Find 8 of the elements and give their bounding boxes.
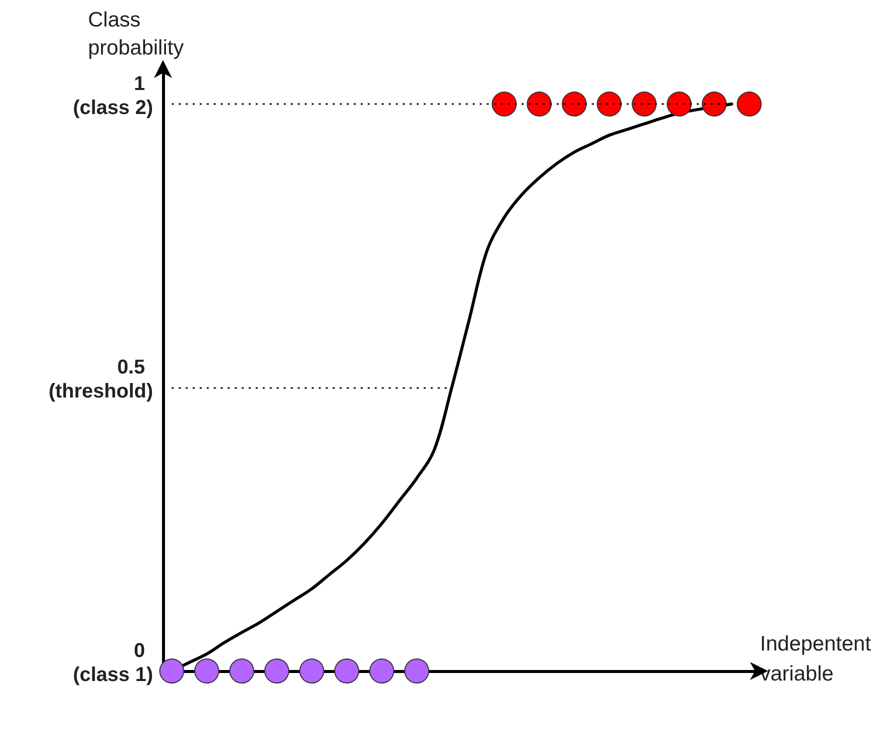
x-axis-title: Indepentent variable [760,632,877,686]
text: (class 2) [72,97,153,120]
text: (class 1) [72,664,153,686]
y-tick-label: 0.5 [117,356,145,379]
y-axis-title: Class probability [88,8,184,60]
y-tick-label: 1 [134,73,145,96]
text: (threshold) [48,380,153,403]
y-tick-label: 0 [134,640,145,662]
